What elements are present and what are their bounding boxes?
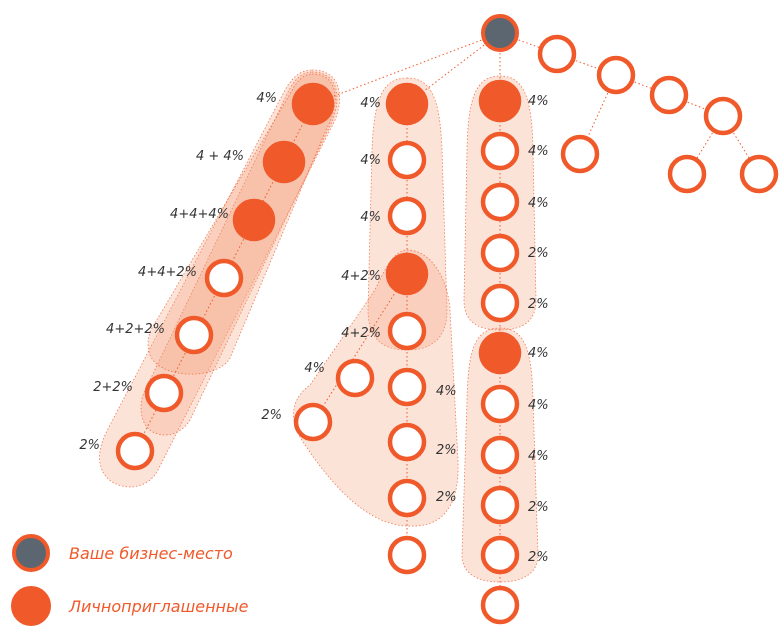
node-open	[480, 384, 520, 424]
node-open	[480, 233, 520, 273]
pct-label: 4%	[436, 384, 457, 399]
pct-label: 4%	[528, 144, 549, 159]
node-open	[537, 34, 577, 74]
pct-label: 4%	[256, 91, 277, 106]
pct-label: 4%	[304, 361, 325, 376]
branch-c-nodes	[478, 79, 522, 625]
pct-label: 2%	[528, 500, 549, 515]
pct-label: 4%	[360, 96, 381, 111]
pct-label: 2%	[528, 246, 549, 261]
pct-label: 2+2%	[93, 380, 133, 395]
pct-label: 4%	[528, 449, 549, 464]
pct-label: 4+2%	[341, 269, 381, 284]
node-open	[649, 75, 689, 115]
node-open	[596, 55, 636, 95]
branch-hulls	[99, 69, 539, 583]
node-open	[387, 196, 427, 236]
node-open	[387, 478, 427, 518]
pct-label: 4+2%	[341, 326, 381, 341]
node-open	[204, 258, 244, 298]
node-open	[174, 315, 214, 355]
node-open	[480, 131, 520, 171]
legend-business-place-label: Ваше бизнес-место	[69, 544, 233, 563]
node-open	[387, 311, 427, 351]
pct-label: 4%	[528, 196, 549, 211]
node-open	[739, 154, 779, 194]
node-open	[115, 431, 155, 471]
node-open	[480, 535, 520, 575]
pct-label: 4%	[360, 153, 381, 168]
node-open	[560, 134, 600, 174]
pct-label: 2%	[436, 443, 457, 458]
node-open	[703, 96, 743, 136]
node-open	[480, 182, 520, 222]
side-chain-nodes	[537, 34, 779, 194]
node-personal	[291, 82, 335, 126]
pct-label: 4%	[528, 398, 549, 413]
pct-label: 2%	[79, 438, 100, 453]
node-personal	[262, 140, 306, 184]
branch-a-nodes	[115, 82, 335, 471]
pct-label: 2%	[436, 490, 457, 505]
legend: Ваше бизнес-место Личноприглашенные	[11, 534, 249, 626]
node-personal	[385, 82, 429, 126]
node-open	[480, 435, 520, 475]
pct-label: 4+2+2%	[106, 322, 165, 337]
legend-personal-invites-marker	[11, 586, 51, 626]
pct-label: 4%	[528, 94, 549, 109]
node-open	[480, 585, 520, 625]
pct-label: 2%	[528, 550, 549, 565]
node-open	[480, 485, 520, 525]
node-open	[387, 140, 427, 180]
node-open	[387, 422, 427, 462]
node-open	[480, 283, 520, 323]
node-personal	[232, 198, 276, 242]
pct-label: 4 + 4%	[196, 149, 244, 164]
percentage-labels: 4% 4 + 4% 4+4+4% 4+4+2% 4+2+2% 2+2% 2% 4…	[79, 91, 548, 565]
pct-label: 4+4+2%	[138, 265, 197, 280]
pct-label: 2%	[261, 408, 282, 423]
node-open	[387, 367, 427, 407]
root-node	[481, 14, 519, 52]
legend-personal-invites-label: Личноприглашенные	[68, 597, 249, 616]
pct-label: 4%	[360, 210, 381, 225]
pct-label: 4%	[528, 346, 549, 361]
branch-b-nodes	[293, 82, 429, 575]
node-personal	[385, 252, 429, 296]
pct-label: 2%	[528, 297, 549, 312]
node-open	[667, 154, 707, 194]
pct-label: 4+4+4%	[170, 207, 229, 222]
node-open	[335, 358, 375, 398]
node-open	[144, 373, 184, 413]
node-personal	[478, 331, 522, 375]
legend-business-place-marker	[12, 534, 50, 572]
node-open	[293, 402, 333, 442]
node-personal	[478, 79, 522, 123]
node-open	[387, 535, 427, 575]
hull-branch-b-lower	[293, 249, 459, 527]
